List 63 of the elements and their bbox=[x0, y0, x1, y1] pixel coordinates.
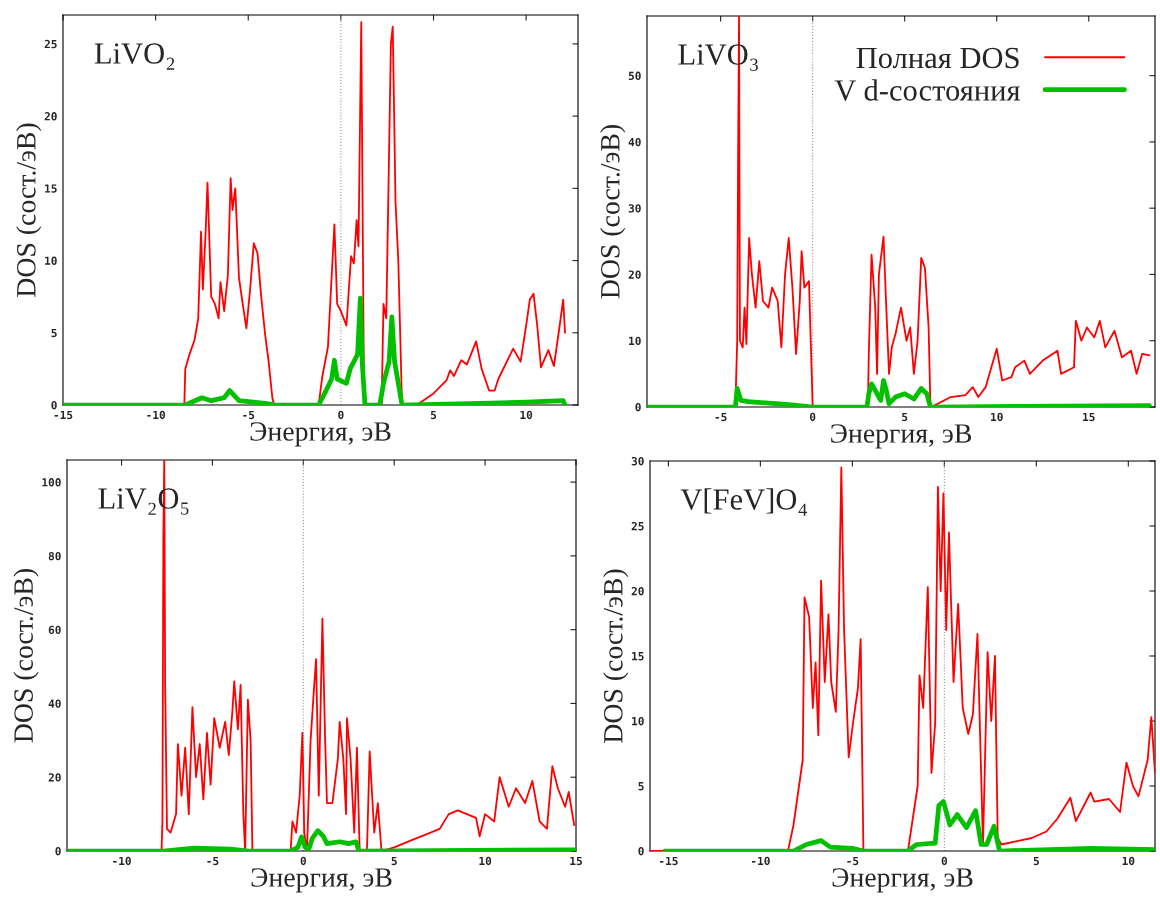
x-tick-label: 5 bbox=[902, 412, 908, 422]
x-tick-label: 5 bbox=[430, 410, 437, 420]
y-tick-label: 100 bbox=[42, 478, 61, 487]
y-tick-label: 10 bbox=[45, 256, 57, 265]
y-tick-label: 5 bbox=[51, 328, 57, 338]
x-tick-label: 10 bbox=[520, 410, 533, 420]
line-series bbox=[63, 295, 568, 405]
y-tick-label: 5 bbox=[638, 782, 644, 791]
x-tick-label: -5 bbox=[207, 856, 219, 866]
x-tick-label: 5 bbox=[391, 856, 397, 866]
y-tick-label: 20 bbox=[631, 586, 644, 596]
y-tick-label: 80 bbox=[48, 551, 61, 561]
y-tick-label: 25 bbox=[631, 521, 644, 531]
x-tick-label: 10 bbox=[1122, 856, 1135, 866]
text: V[FeV]O₄ bbox=[680, 488, 807, 516]
x-tick-label: 0 bbox=[338, 410, 344, 420]
x-tick-label: -15 bbox=[660, 856, 678, 866]
x-tick-label: -10 bbox=[113, 856, 131, 866]
line-series bbox=[662, 799, 1155, 851]
x-tick-label: 15 bbox=[1083, 412, 1095, 422]
x-tick-label: -15 bbox=[54, 410, 73, 420]
y-tick-label: 0 bbox=[638, 846, 644, 856]
x-tick-label: -10 bbox=[147, 410, 165, 420]
y-tick-label: 40 bbox=[48, 699, 61, 708]
line-series bbox=[647, 378, 1152, 407]
y-tick-label: 60 bbox=[48, 625, 61, 635]
x-tick-label: 10 bbox=[479, 856, 492, 866]
y-tick-label: 20 bbox=[44, 112, 57, 121]
legend-label: V d-состояния bbox=[834, 79, 1020, 101]
y-tick-label: 50 bbox=[628, 71, 641, 81]
x-axis-title: Энергия, эВ bbox=[832, 868, 973, 893]
y-axis-title: DOS (сост./эВ) bbox=[600, 125, 626, 299]
x-tick-label: 0 bbox=[941, 856, 948, 866]
y-tick-label: 30 bbox=[628, 204, 641, 213]
legend-label: Полная DOS bbox=[856, 47, 1019, 69]
x-axis-title: Энергия, эВ bbox=[250, 422, 391, 447]
x-tick-label: 0 bbox=[300, 856, 306, 866]
y-tick-label: 40 bbox=[628, 137, 641, 147]
x-axis-title: Энергия, эВ bbox=[831, 424, 972, 449]
y-tick-label: 20 bbox=[48, 773, 61, 782]
y-axis-title: DOS (сост./эВ) bbox=[603, 569, 629, 743]
y-tick-label: 15 bbox=[45, 184, 57, 193]
y-tick-label: 10 bbox=[632, 716, 644, 726]
x-tick-label: 0 bbox=[809, 412, 816, 422]
x-axis-title: Энергия, эВ bbox=[251, 868, 392, 893]
y-tick-label: 30 bbox=[631, 456, 644, 466]
y-tick-label: 20 bbox=[628, 270, 641, 279]
y-axis-title: DOS (сост./эВ) bbox=[13, 569, 39, 743]
x-tick-label: 15 bbox=[570, 856, 582, 866]
y-axis-title: DOS (сост./эВ) bbox=[16, 123, 42, 297]
y-tick-label: 0 bbox=[55, 846, 61, 856]
x-tick-label: -5 bbox=[715, 412, 727, 422]
x-tick-label: 5 bbox=[1033, 856, 1039, 866]
x-tick-label: -5 bbox=[243, 410, 255, 420]
x-tick-label: -10 bbox=[751, 856, 770, 866]
x-tick-label: 10 bbox=[991, 412, 1003, 422]
text: LiVO₂ bbox=[94, 43, 175, 70]
y-tick-label: 0 bbox=[635, 402, 641, 412]
y-tick-label: 25 bbox=[44, 39, 57, 49]
x-tick-label: -5 bbox=[847, 856, 859, 866]
y-tick-label: 10 bbox=[629, 336, 641, 346]
y-tick-label: 15 bbox=[632, 652, 644, 661]
y-tick-label: 0 bbox=[51, 400, 57, 410]
